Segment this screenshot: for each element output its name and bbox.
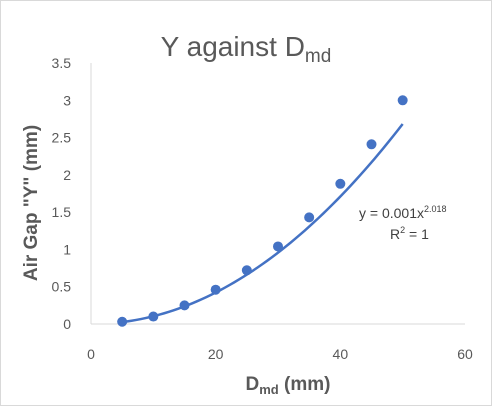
x-tick-label: 20 [208,346,224,362]
r-squared: R2 = 1 [390,225,429,242]
data-point [335,178,346,189]
data-point [366,139,377,150]
equation-text: y = 0.001x [359,205,424,221]
y-tick-label: 2.5 [52,130,72,146]
x-axis-title: Dmd (mm) [246,374,331,397]
chart-title: Y against Dmd [161,31,332,67]
data-point [273,241,283,252]
data-point [304,212,315,223]
y-tick-label: 3.5 [52,55,72,71]
data-point [210,284,221,295]
x-axis-title-main: D [246,374,260,395]
x-tick-label: 60 [457,346,473,362]
y-tick-label: 0 [63,316,71,332]
data-point [241,265,252,276]
r-squared-label: R [390,226,400,242]
power-trendline [122,123,404,324]
y-tick-label: 1.5 [52,204,72,220]
r-squared-value: = 1 [405,226,429,242]
equation-exponent: 2.018 [424,204,447,214]
data-point [397,95,408,106]
chart-title-main: Y against D [161,31,305,62]
y-tick-label: 2 [63,167,71,183]
x-tick-labels: 0 20 40 60 [87,346,473,362]
trendline-equation: y = 0.001x2.018 [359,204,447,221]
y-axis-title: Air Gap "Y" (mm) [21,125,42,281]
y-tick-label: 1 [63,241,71,257]
data-point [179,300,190,311]
chart-title-subscript: md [305,46,331,67]
data-points [117,95,408,327]
y-tick-label: 3 [63,92,71,108]
x-axis-title-subscript: md [259,382,279,397]
y-tick-label: 0.5 [52,279,72,295]
data-point [148,311,159,322]
data-point [117,316,128,327]
x-tick-label: 0 [87,346,95,362]
x-tick-label: 40 [333,346,349,362]
y-tick-labels: 0 0.5 1 1.5 2 2.5 3 3.5 [52,55,72,332]
r-squared-exponent: 2 [400,225,405,235]
x-axis-title-suffix: (mm) [279,374,331,395]
